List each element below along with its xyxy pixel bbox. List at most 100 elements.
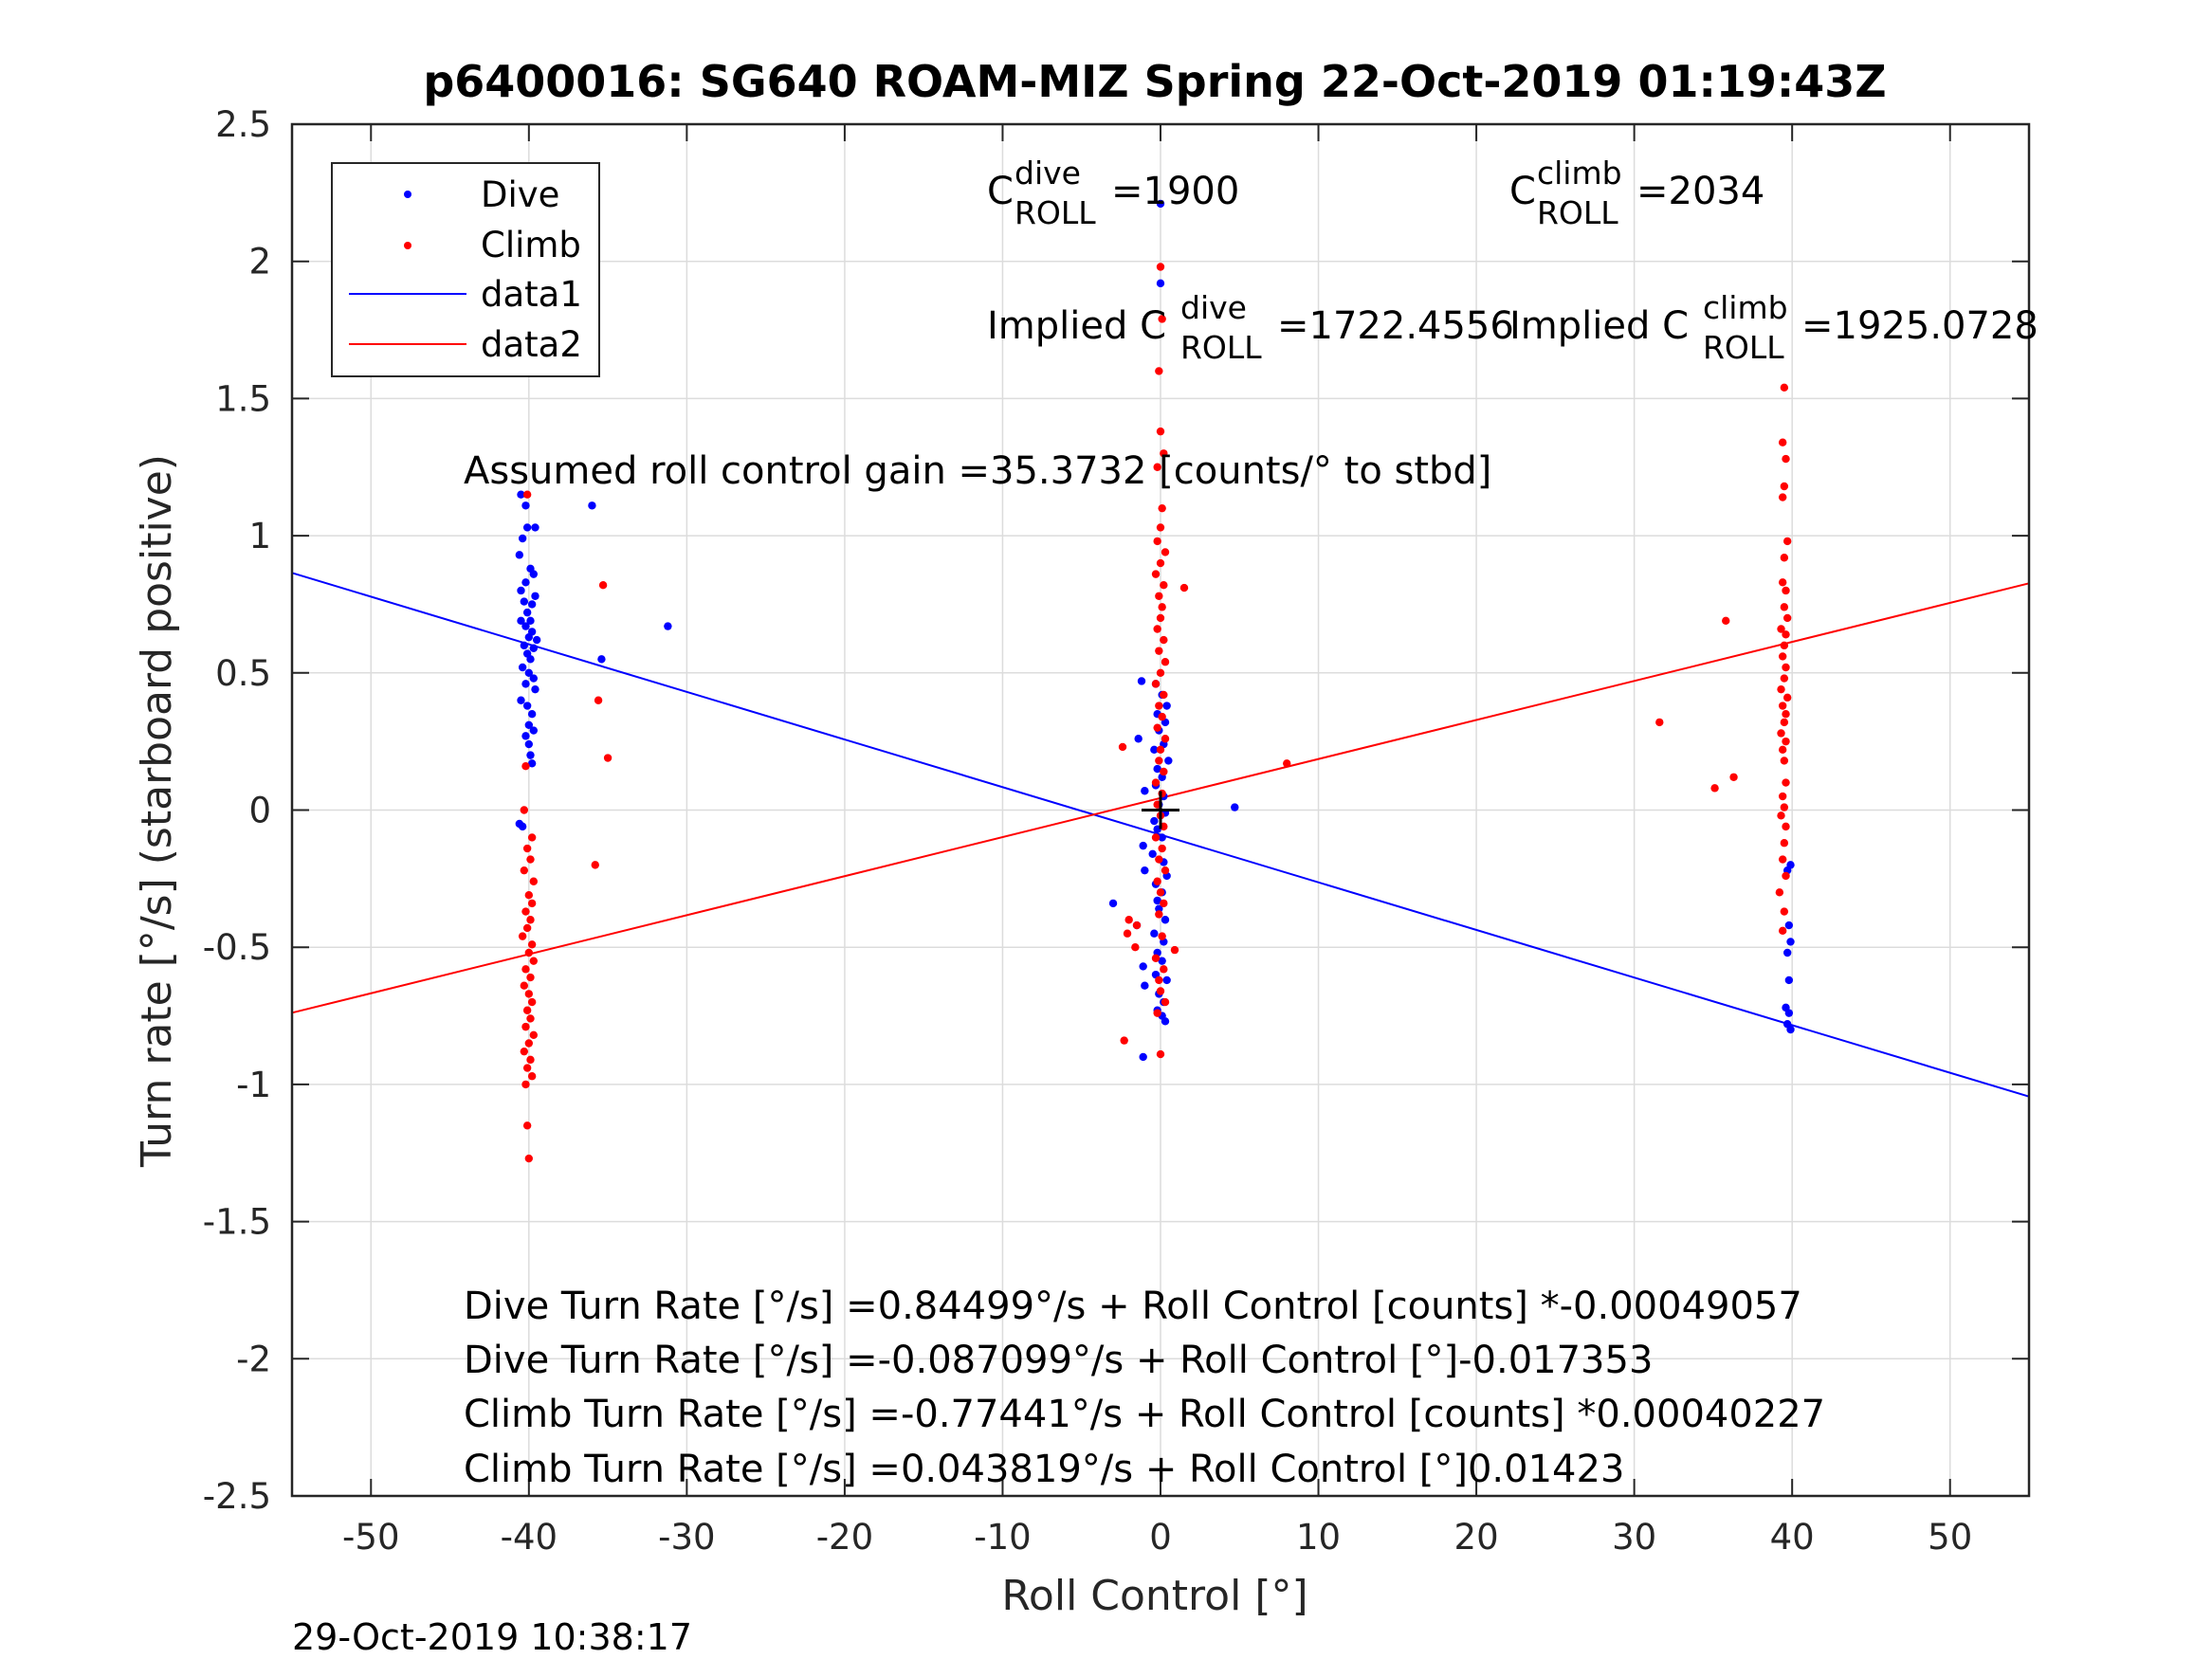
data-point-climb [521, 761, 530, 771]
data-point-dive [1150, 816, 1159, 826]
data-point-dive [517, 696, 525, 704]
legend-label: Climb [481, 225, 581, 265]
data-point-climb [1782, 454, 1790, 464]
data-point-climb [1155, 592, 1163, 600]
data-point-climb [1778, 855, 1787, 864]
data-point-dive [526, 655, 535, 664]
x-tick-label: 0 [1149, 1517, 1172, 1558]
legend: Dive Climb data1 data2 [331, 162, 600, 377]
data-point-climb [1153, 625, 1161, 633]
y-tick-label: 1.5 [215, 378, 271, 419]
data-point-dive [522, 702, 532, 710]
data-point-climb [1722, 616, 1730, 626]
data-point-climb [1780, 641, 1789, 650]
data-point-climb [1151, 778, 1161, 787]
implied-climb-annotation: Implied C climb ROLL =1925.0728 [1509, 289, 2038, 366]
footer-timestamp: 29-Oct-2019 10:38:17 [292, 1616, 692, 1658]
data-point-dive [1164, 757, 1173, 765]
data-point-dive [518, 534, 527, 543]
data-point-climb [1782, 613, 1792, 623]
data-point-climb [1151, 680, 1161, 688]
data-point-climb [1777, 811, 1785, 820]
data-point-dive [1141, 866, 1149, 875]
y-tick-label: 0.5 [215, 653, 271, 694]
data-point-climb [521, 1022, 530, 1031]
data-point-climb [1170, 945, 1179, 955]
data-point-dive [526, 751, 535, 759]
data-point-climb [529, 957, 539, 965]
data-point-dive [529, 644, 539, 652]
x-tick-label: -30 [658, 1517, 715, 1558]
data-point-dive [1139, 962, 1147, 971]
data-point-dive [520, 641, 529, 650]
data-point-dive [524, 739, 534, 749]
legend-label: data1 [481, 274, 582, 315]
data-point-dive [518, 663, 527, 672]
data-point-dive [1156, 199, 1165, 209]
data-point-dive [1148, 849, 1157, 859]
data-point-climb [1118, 742, 1127, 752]
data-point-climb [1155, 910, 1163, 919]
data-point-climb [1158, 603, 1166, 611]
data-point-dive [515, 551, 524, 559]
data-point-dive [531, 684, 539, 694]
data-point-dive [524, 632, 534, 642]
data-point-dive [1150, 929, 1159, 938]
data-point-dive [1155, 904, 1163, 913]
legend-box [331, 162, 600, 377]
data-point-dive [522, 608, 532, 617]
data-point-climb [1153, 1009, 1161, 1017]
data-point-climb [1775, 888, 1784, 897]
data-point-dive [524, 720, 534, 729]
data-point-dive [1786, 1025, 1795, 1034]
data-point-climb [1161, 658, 1170, 666]
data-point-climb [1158, 503, 1166, 513]
svg-text:ROLL: ROLL [1703, 329, 1784, 366]
data-point-dive [517, 616, 525, 626]
data-point-climb [1155, 757, 1163, 765]
data-point-climb [1655, 718, 1664, 727]
svg-text:Implied C: Implied C [1509, 304, 1689, 348]
data-point-climb [524, 990, 534, 998]
data-point-climb [1155, 367, 1163, 375]
data-point-climb [520, 866, 529, 875]
svg-text:ROLL: ROLL [1537, 194, 1618, 231]
data-point-climb [522, 1064, 532, 1072]
data-point-dive [529, 726, 539, 735]
data-point-climb [1156, 558, 1165, 568]
legend-marker-dive [404, 191, 411, 198]
data-point-climb [520, 981, 529, 990]
data-point-climb [1123, 929, 1132, 938]
data-point-dive [1162, 975, 1171, 985]
data-point-climb [1132, 921, 1142, 930]
data-point-climb [1782, 710, 1790, 719]
data-point-dive [1141, 981, 1149, 990]
data-point-climb [1161, 866, 1170, 875]
data-point-climb [527, 997, 537, 1007]
data-point-climb [1156, 745, 1165, 755]
data-point-dive [529, 674, 539, 683]
x-tick-label: 30 [1612, 1517, 1656, 1558]
data-point-dive [521, 578, 530, 587]
data-point-climb [1780, 674, 1789, 683]
data-point-climb [522, 923, 532, 933]
data-point-climb [1780, 757, 1789, 765]
data-point-dive [1786, 938, 1795, 946]
svg-text:ROLL: ROLL [1180, 329, 1262, 366]
data-point-climb [1155, 647, 1163, 655]
data-point-climb [527, 899, 537, 908]
legend-marker-climb [404, 242, 411, 249]
data-point-climb [526, 855, 535, 864]
x-tick-label: -20 [816, 1517, 873, 1558]
data-point-climb [527, 833, 537, 842]
x-tick-label: -50 [342, 1517, 399, 1558]
data-point-climb [1160, 580, 1168, 590]
data-point-climb [1160, 635, 1168, 645]
data-point-climb [1156, 1049, 1165, 1059]
data-point-climb [1151, 954, 1161, 962]
data-point-climb [521, 965, 530, 974]
svg-text:climb: climb [1537, 155, 1622, 191]
data-point-climb [1782, 537, 1792, 546]
data-point-climb [1778, 578, 1787, 587]
data-point-climb [1120, 1036, 1128, 1045]
